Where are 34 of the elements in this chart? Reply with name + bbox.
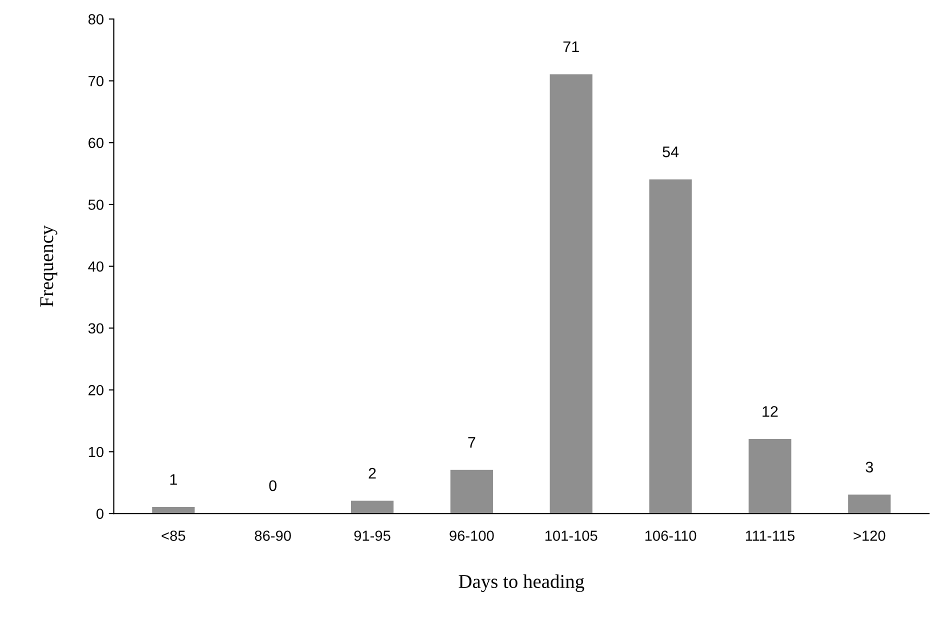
- y-tick-label: 80: [88, 14, 104, 24]
- y-tick-label: 30: [88, 323, 104, 334]
- x-tick-label: 101-105: [545, 530, 598, 541]
- y-tick-label: 50: [88, 200, 104, 210]
- y-tick-label: 0: [96, 508, 104, 519]
- data-label: 3: [866, 462, 873, 473]
- x-tick-label: 96-100: [450, 530, 494, 541]
- y-axis-title: Frequency: [40, 225, 58, 307]
- y-tick-label: 70: [88, 76, 104, 86]
- bar: [550, 74, 592, 514]
- x-tick-label: 91-95: [354, 530, 390, 541]
- x-tick-label: >120: [854, 530, 886, 541]
- bar: [450, 470, 493, 514]
- data-label: 54: [662, 146, 679, 158]
- data-label: 2: [368, 468, 376, 479]
- x-tick-label: <85: [162, 530, 186, 541]
- data-label: 1: [170, 474, 177, 485]
- y-tick-label: 60: [88, 138, 104, 148]
- y-tick-label: 10: [88, 446, 104, 458]
- x-tick-label: 106-110: [645, 530, 696, 541]
- y-tick-label: 40: [88, 261, 104, 272]
- bar: [848, 494, 891, 514]
- data-label: 71: [563, 42, 579, 52]
- bar: [649, 179, 692, 514]
- x-tick-label: 86-90: [254, 530, 291, 541]
- x-axis-title: Days to heading: [458, 574, 584, 592]
- bar: [350, 500, 394, 514]
- bar: [152, 506, 195, 514]
- y-tick-label: 20: [88, 385, 104, 396]
- data-label: 12: [762, 406, 778, 417]
- bar: [748, 438, 792, 514]
- x-tick-label: 111-115: [746, 530, 794, 541]
- data-label: 0: [269, 480, 276, 492]
- data-label: 7: [468, 437, 476, 448]
